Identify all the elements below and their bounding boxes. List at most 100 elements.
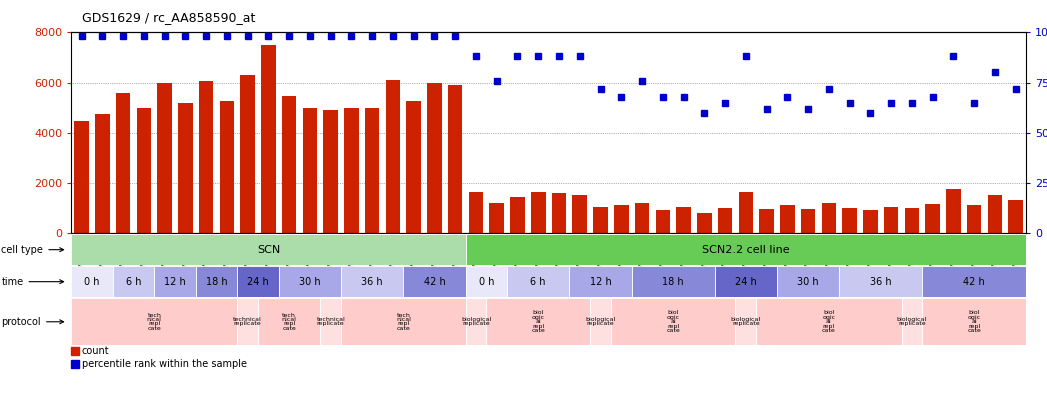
Text: 18 h: 18 h <box>205 277 227 287</box>
Text: 36 h: 36 h <box>870 277 892 287</box>
Bar <box>843 208 856 233</box>
Bar <box>71 234 466 265</box>
Text: biol
ogic
al
repl
cate: biol ogic al repl cate <box>967 311 981 333</box>
Text: biological
replicate: biological replicate <box>461 317 491 326</box>
Bar <box>258 298 320 345</box>
Text: 42 h: 42 h <box>424 277 445 287</box>
Bar <box>822 203 837 233</box>
Bar <box>926 204 940 233</box>
Bar <box>154 266 196 297</box>
Bar <box>261 45 275 233</box>
Text: biological
replicate: biological replicate <box>897 317 927 326</box>
Text: SCN2.2 cell line: SCN2.2 cell line <box>703 245 789 255</box>
Text: protocol: protocol <box>1 317 64 327</box>
Bar <box>341 298 466 345</box>
Bar <box>448 85 463 233</box>
Text: 6 h: 6 h <box>531 277 545 287</box>
Text: 24 h: 24 h <box>247 277 269 287</box>
Text: 36 h: 36 h <box>361 277 383 287</box>
Bar <box>777 266 840 297</box>
Bar <box>1008 200 1023 233</box>
Bar <box>324 110 338 233</box>
Bar <box>987 195 1002 233</box>
Text: 18 h: 18 h <box>663 277 684 287</box>
Bar <box>697 213 712 233</box>
Bar <box>157 83 172 233</box>
Bar <box>199 81 214 233</box>
Text: 12 h: 12 h <box>164 277 186 287</box>
Bar <box>178 102 193 233</box>
Text: biological
replicate: biological replicate <box>585 317 616 326</box>
Bar <box>406 101 421 233</box>
Bar <box>320 298 341 345</box>
Bar <box>403 266 466 297</box>
Text: 0 h: 0 h <box>478 277 494 287</box>
Text: technical
replicate: technical replicate <box>233 317 262 326</box>
Bar <box>196 266 238 297</box>
Bar <box>241 75 254 233</box>
Text: biol
ogic
al
repl
cate: biol ogic al repl cate <box>822 311 836 333</box>
Bar <box>487 298 591 345</box>
Text: time: time <box>1 277 64 287</box>
Bar <box>71 298 238 345</box>
Bar <box>510 196 525 233</box>
Bar <box>884 207 898 233</box>
Bar <box>905 208 919 233</box>
Bar <box>466 266 507 297</box>
Text: tech
nical
repl
cate: tech nical repl cate <box>147 313 161 331</box>
Bar <box>901 298 922 345</box>
Text: 30 h: 30 h <box>299 277 320 287</box>
Text: 24 h: 24 h <box>735 277 757 287</box>
Bar <box>113 266 154 297</box>
Bar <box>738 192 753 233</box>
Bar <box>570 266 631 297</box>
Bar <box>282 96 296 233</box>
Bar <box>385 80 400 233</box>
Bar <box>759 209 774 233</box>
Bar <box>344 108 359 233</box>
Bar <box>715 266 777 297</box>
Bar <box>507 266 570 297</box>
Bar <box>220 101 235 233</box>
Bar <box>780 205 795 233</box>
Bar <box>591 298 610 345</box>
Bar <box>735 298 756 345</box>
Text: tech
nical
repl
cate: tech nical repl cate <box>282 313 296 331</box>
Bar <box>116 93 131 233</box>
Bar <box>966 205 981 233</box>
Text: GDS1629 / rc_AA858590_at: GDS1629 / rc_AA858590_at <box>82 11 255 24</box>
Bar <box>676 207 691 233</box>
Bar <box>922 298 1026 345</box>
Text: cell type: cell type <box>1 245 64 255</box>
Text: count: count <box>82 346 109 356</box>
Text: biological
replicate: biological replicate <box>731 317 761 326</box>
Bar <box>594 207 608 233</box>
Bar <box>531 192 545 233</box>
Text: technical
replicate: technical replicate <box>316 317 346 326</box>
Bar <box>303 108 317 233</box>
Bar <box>922 266 1026 297</box>
Text: 0 h: 0 h <box>84 277 99 287</box>
Bar <box>863 210 877 233</box>
Bar <box>365 108 379 233</box>
Bar <box>136 108 151 233</box>
Bar <box>341 266 403 297</box>
Bar <box>489 203 504 233</box>
Bar <box>573 195 587 233</box>
Bar <box>631 266 715 297</box>
Bar <box>238 298 258 345</box>
Bar <box>552 193 566 233</box>
Text: 30 h: 30 h <box>797 277 819 287</box>
Bar <box>840 266 922 297</box>
Text: 42 h: 42 h <box>963 277 985 287</box>
Text: biol
ogic
al
repl
cate: biol ogic al repl cate <box>532 311 545 333</box>
Bar <box>610 298 735 345</box>
Bar <box>279 266 341 297</box>
Bar <box>655 210 670 233</box>
Bar <box>718 208 732 233</box>
Text: biol
ogic
al
repl
cate: biol ogic al repl cate <box>666 311 681 333</box>
Bar <box>95 114 110 233</box>
Bar <box>756 298 901 345</box>
Text: 12 h: 12 h <box>589 277 611 287</box>
Bar <box>238 266 279 297</box>
